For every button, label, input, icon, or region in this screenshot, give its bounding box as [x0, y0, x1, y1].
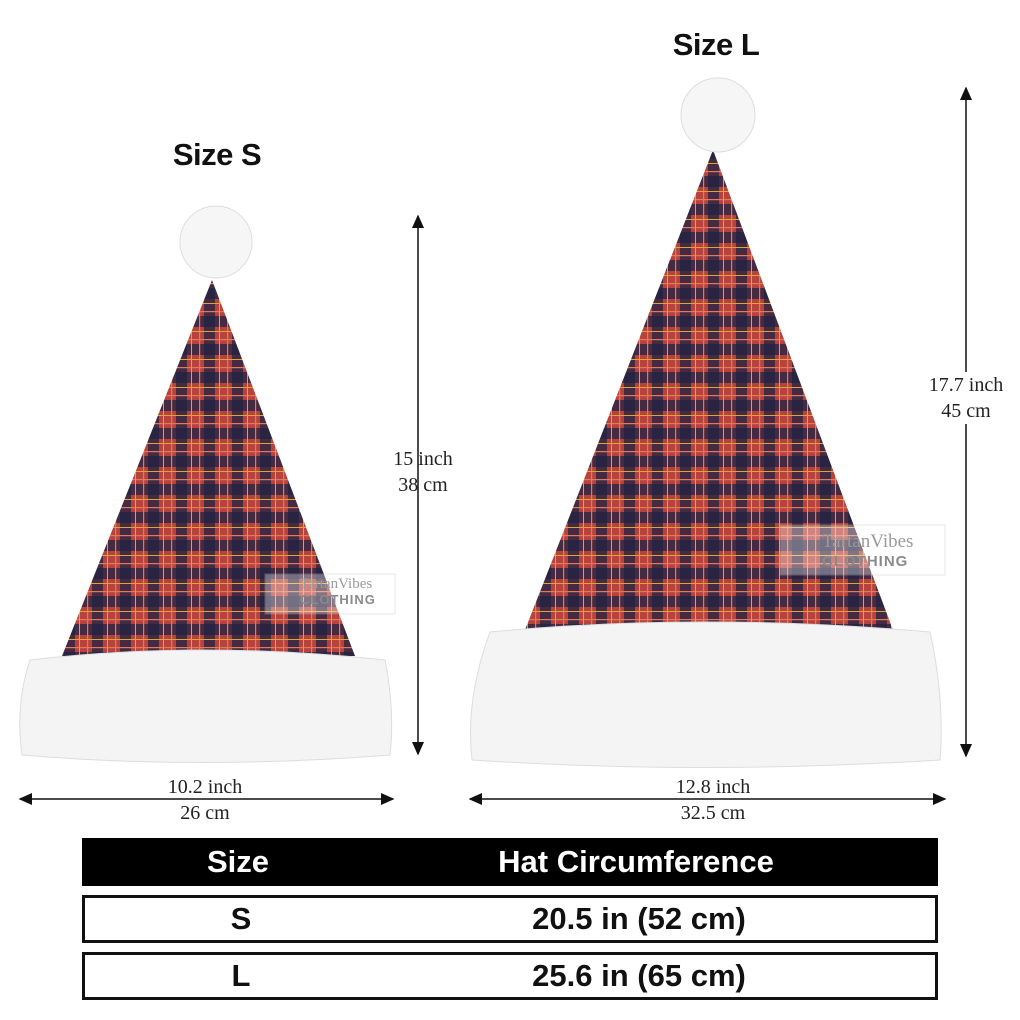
size-l-width: 12.8 inch 32.5 cm — [675, 776, 751, 824]
table-header: Size Hat Circumference — [82, 838, 938, 886]
size-s-height: 15 inch 38 cm — [393, 448, 453, 496]
size-l-title: Size L — [672, 27, 760, 62]
header-size: Size — [206, 844, 270, 879]
table-row: L 25.6 in (65 cm) — [82, 952, 938, 1000]
cell-circumference: 20.5 in (52 cm) — [532, 901, 746, 936]
table-row: S 20.5 in (52 cm) — [82, 895, 938, 943]
watermark-logo: TartanVibes CLOTHING — [300, 576, 376, 608]
hat-body — [525, 150, 893, 630]
size-s-title: Size S — [172, 137, 262, 172]
fur-trim — [19, 649, 393, 763]
size-l-height: 17.7 inch 45 cm — [928, 372, 1004, 424]
watermark-logo: TartanVibes CLOTHING — [822, 531, 914, 570]
header-circumference: Hat Circumference — [498, 844, 774, 879]
fur-trim — [470, 621, 942, 768]
cell-size: L — [231, 958, 251, 993]
hat-body — [62, 280, 355, 656]
pompom — [680, 77, 756, 153]
watermark-box — [779, 524, 946, 576]
watermark-box — [264, 573, 396, 615]
cell-circumference: 25.6 in (65 cm) — [532, 958, 746, 993]
hat-size-l — [470, 77, 942, 768]
size-s-width: 10.2 inch 26 cm — [167, 776, 243, 824]
pompom — [179, 205, 253, 279]
hat-size-s — [19, 205, 393, 763]
cell-size: S — [230, 901, 252, 936]
